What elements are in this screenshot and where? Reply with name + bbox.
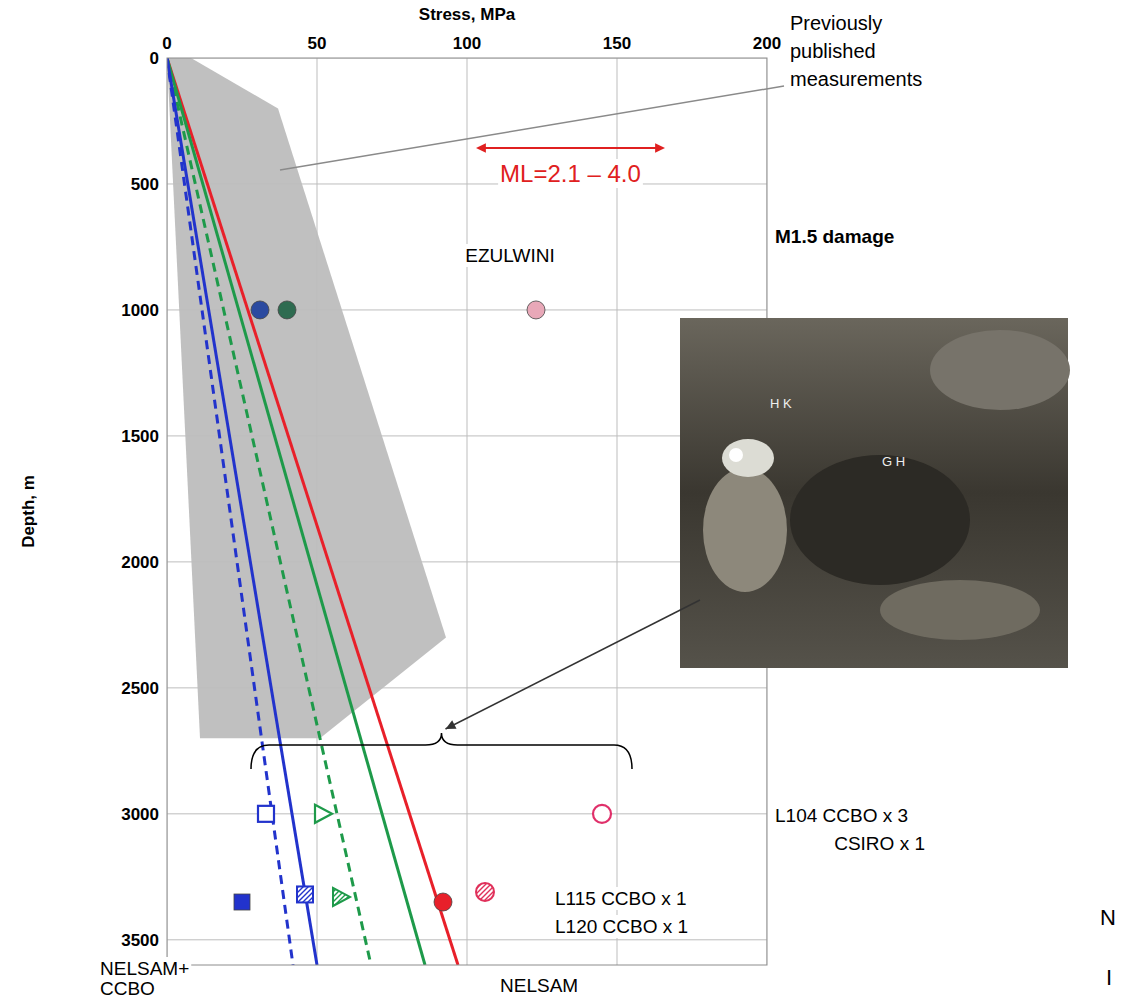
label-patch (1098, 904, 1118, 931)
x-tick-label: 0 (162, 34, 171, 53)
photo-arrow (446, 600, 701, 729)
point (258, 806, 274, 822)
photo-figure (703, 468, 787, 592)
annotation: L104 CCBO x 3 (775, 805, 908, 826)
photo-label: H K (770, 396, 792, 411)
grid-line-y (167, 561, 767, 562)
label-patch (498, 974, 580, 997)
annotation: Previously (790, 12, 882, 34)
annotation: CCBO (100, 978, 155, 999)
grid-line-x (467, 58, 468, 965)
label-patch (773, 225, 896, 248)
photo-shadow (790, 455, 970, 585)
annotation: measurements (790, 68, 922, 90)
y-tick-label: 0 (150, 49, 159, 68)
point (434, 893, 452, 911)
line (167, 58, 371, 965)
label-patch (1104, 964, 1114, 991)
annotation: L115 CCBO x 1 (555, 888, 687, 909)
annotation: M1.5 damage (775, 226, 894, 247)
line (167, 58, 293, 965)
annotation: L120 CCBO x 1 (555, 916, 688, 937)
annotation: NELSAM+ (100, 958, 189, 979)
point (593, 805, 611, 823)
brace (251, 733, 632, 769)
label-patch (788, 67, 924, 91)
x-tick-label: 150 (603, 34, 631, 53)
point (527, 301, 545, 319)
y-axis-title: Depth, m (19, 475, 38, 548)
label-patch (788, 11, 884, 35)
x-axis-title: Stress, MPa (419, 5, 516, 24)
grid-line-y (167, 435, 767, 436)
x-tick-label: 50 (308, 34, 327, 53)
grid-line-y (167, 183, 767, 184)
photo-label: G H (882, 454, 905, 469)
point (315, 805, 332, 823)
y-tick-label: 1000 (121, 301, 159, 320)
shaded-region (167, 58, 446, 738)
x-tick-label: 100 (453, 34, 481, 53)
photo: H K G H (680, 318, 1070, 668)
x-tick-label: 200 (753, 34, 781, 53)
annotation: I (1106, 965, 1112, 990)
plot-frame (167, 58, 767, 965)
label-patch (98, 977, 157, 1000)
photo-floor (880, 580, 1040, 640)
grid-line-y (167, 687, 767, 688)
grid-line-y (167, 939, 767, 940)
line (167, 58, 425, 965)
label-patch (498, 159, 643, 188)
y-tick-label: 3000 (121, 805, 159, 824)
y-tick-label: 2000 (121, 553, 159, 572)
grid-line-x (317, 58, 318, 965)
photo-rock (930, 330, 1070, 410)
line (167, 58, 317, 965)
ml-label: ML=2.1 – 4.0 (500, 160, 641, 187)
photo-lamp (729, 448, 743, 462)
point (476, 883, 494, 901)
label-patch (773, 804, 910, 827)
grid-line-x (617, 58, 618, 965)
point (333, 888, 350, 906)
point (234, 894, 250, 910)
point (278, 301, 296, 319)
annotation: N (1100, 905, 1116, 930)
annotation: published (790, 40, 876, 62)
annotation: EZULWINI (465, 245, 554, 266)
ml-arrow-head (655, 143, 665, 153)
annotation: NELSAM (500, 975, 578, 996)
background (0, 0, 1124, 1001)
ml-range (480, 147, 661, 149)
y-tick-label: 500 (131, 175, 159, 194)
label-patch (832, 832, 927, 855)
y-tick-label: 3500 (121, 931, 159, 950)
pointer-line (280, 86, 784, 170)
label-patch (553, 887, 689, 910)
label-patch (463, 244, 556, 267)
point (251, 301, 269, 319)
annotation: CSIRO x 1 (834, 833, 925, 854)
point (297, 886, 313, 902)
plot-area (167, 58, 767, 965)
chart: 0501001502000500100015002000250030003500… (0, 0, 1124, 1001)
arrow-head (446, 720, 457, 729)
y-tick-label: 1500 (121, 427, 159, 446)
ml-arrow-head (476, 143, 486, 153)
photo-helmet (722, 439, 774, 477)
label-patch (553, 915, 690, 938)
line (167, 58, 458, 965)
y-tick-label: 2500 (121, 679, 159, 698)
label-patch (788, 39, 878, 63)
label-patch (98, 957, 191, 980)
